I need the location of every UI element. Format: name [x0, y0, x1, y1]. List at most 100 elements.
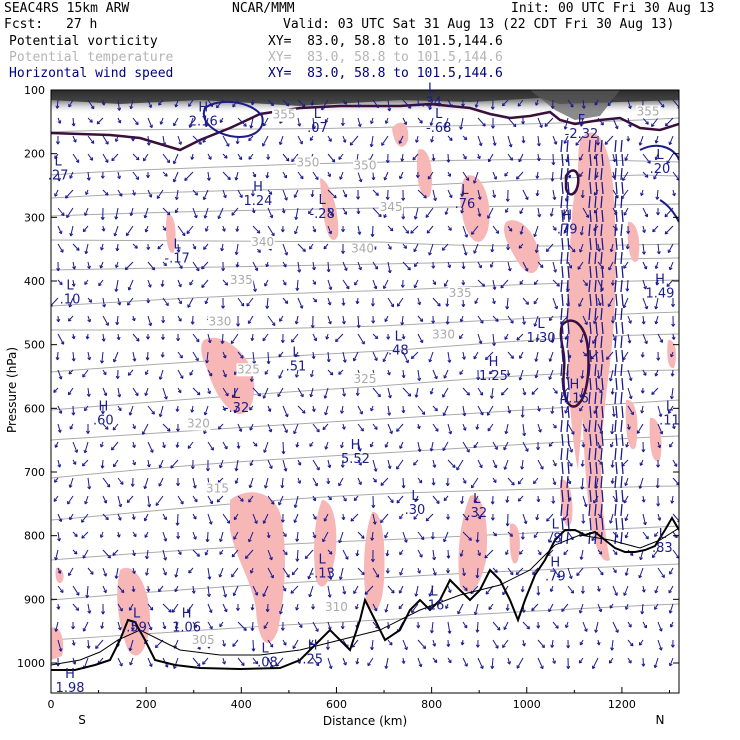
wind-vector-head: [284, 551, 288, 556]
wind-vector: [399, 441, 404, 449]
wind-vector-head: [356, 210, 361, 215]
wind-vector-head: [653, 176, 657, 180]
wind-vector-head: [656, 357, 661, 361]
wind-vector-head: [232, 592, 237, 597]
wind-vector: [237, 117, 247, 127]
wind-vector-head: [628, 660, 632, 664]
wind-vector-head: [328, 551, 333, 555]
wind-vector: [417, 531, 425, 540]
wind-vector: [132, 171, 140, 180]
wind-vector-head: [507, 410, 512, 414]
wind-vector: [640, 549, 644, 560]
wind-vector-head: [494, 569, 498, 573]
extremum-value: -.28: [309, 207, 334, 222]
wind-vector-head: [338, 539, 343, 544]
wind-vector: [82, 369, 89, 378]
wind-vector-head: [135, 156, 140, 161]
wind-vector: [264, 279, 269, 287]
wind-vector: [582, 207, 590, 218]
wind-vector-head: [421, 411, 426, 415]
wind-vector-strong: [566, 531, 569, 545]
wind-vector: [642, 207, 648, 218]
wind-vector: [293, 513, 299, 523]
wind-vector-head: [385, 196, 390, 200]
wind-vector-head: [592, 665, 596, 670]
wind-vector: [221, 243, 224, 251]
wind-vector-head: [384, 120, 389, 124]
wind-vector: [312, 513, 317, 520]
wind-vector-head: [68, 370, 73, 375]
wind-vector: [456, 459, 464, 471]
wind-vector: [102, 567, 107, 577]
wind-vector-head: [501, 391, 505, 396]
wind-vector-strong: [594, 223, 597, 237]
wind-vector-head: [250, 607, 255, 611]
wind-vector-head: [534, 249, 539, 254]
wind-vector: [68, 315, 74, 322]
wind-vector: [282, 639, 287, 646]
wind-vector: [401, 315, 404, 326]
wind-vector: [492, 297, 495, 304]
wind-vector-head: [243, 627, 247, 631]
wind-vector: [339, 567, 344, 580]
wind-vector-strong: [601, 433, 604, 447]
wind-vector-head: [670, 353, 674, 358]
wind-vector: [642, 225, 646, 233]
x-axis: 0 200 400 600 800 1000 1200: [48, 687, 670, 711]
wind-vector-head: [461, 303, 466, 308]
wind-vector-head: [403, 245, 407, 249]
wind-vector: [117, 585, 125, 593]
wind-vector: [462, 567, 465, 576]
wind-vector: [72, 441, 78, 453]
wind-vector: [627, 405, 634, 415]
wind-vector-head: [162, 227, 167, 231]
wind-vector-head: [114, 216, 119, 220]
wind-vector: [432, 567, 437, 576]
wind-vector: [342, 279, 350, 290]
wind-vector-head: [257, 392, 261, 397]
wind-vector-strong: [600, 363, 603, 377]
wind-vector-head: [188, 124, 193, 128]
wind-vector: [657, 513, 661, 521]
wind-vector: [460, 315, 464, 322]
wind-vector-head: [370, 407, 374, 412]
wind-vector: [462, 657, 468, 667]
wind-vector-head: [661, 574, 665, 578]
wind-vector-head: [132, 425, 136, 430]
wind-vector-head: [75, 607, 80, 611]
wind-vector-head: [443, 497, 448, 502]
wind-vector-head: [430, 139, 434, 143]
wind-vector-head: [112, 426, 117, 431]
wind-vector-head: [100, 360, 104, 364]
wind-vector-head: [417, 570, 421, 574]
wind-vector-head: [464, 587, 468, 591]
wind-vector: [189, 117, 194, 128]
wind-vector: [443, 495, 449, 502]
wind-vector: [216, 99, 224, 109]
wind-vector: [507, 657, 511, 665]
wind-vector: [263, 117, 269, 127]
theta-label-bg: [272, 108, 297, 122]
wind-vector-strong: [566, 363, 569, 377]
wind-vector-head: [55, 105, 60, 109]
wind-vector-head: [299, 305, 304, 309]
wind-vector-head: [357, 231, 362, 235]
wind-vector: [582, 315, 588, 325]
wind-vector: [177, 351, 183, 359]
wind-vector-head: [118, 503, 123, 508]
wind-vector-head: [246, 302, 250, 307]
wind-vector: [327, 621, 331, 630]
wind-vector-head: [623, 499, 628, 504]
wind-vector-head: [291, 571, 296, 576]
wind-vector: [537, 639, 545, 648]
extremum-kind: L: [537, 317, 545, 332]
wind-vector-head: [341, 516, 346, 521]
wind-vector-head: [147, 284, 152, 288]
wind-vector-head: [431, 265, 436, 269]
wind-vector-head: [553, 227, 557, 231]
wind-vector: [117, 495, 122, 508]
wind-vector-head: [269, 556, 273, 561]
wind-vector-head: [522, 391, 527, 396]
wind-vector: [657, 567, 665, 578]
wind-vector: [206, 351, 209, 364]
